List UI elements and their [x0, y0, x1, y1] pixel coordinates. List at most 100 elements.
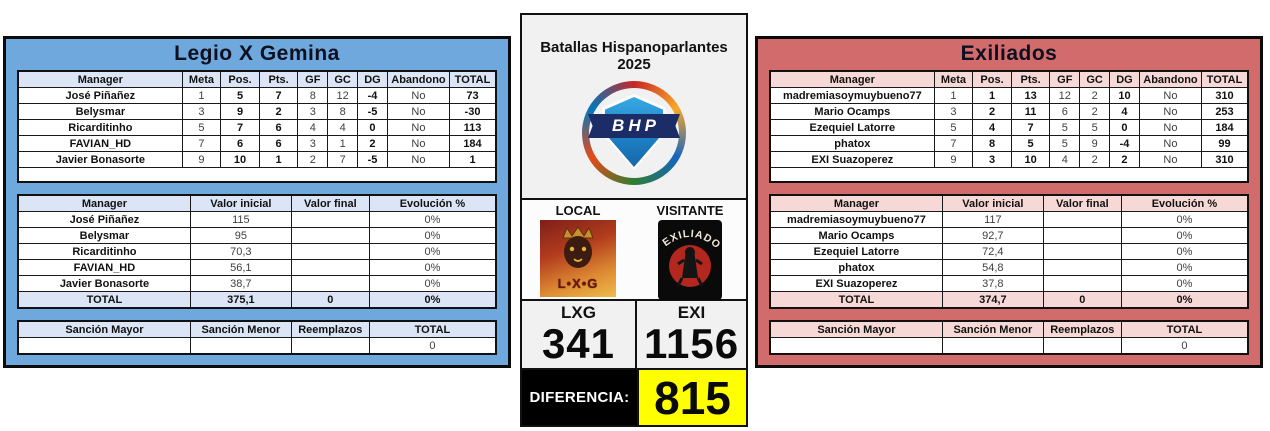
table-cell: 95 [189, 227, 292, 244]
table-cell: No [386, 135, 451, 152]
values-table-header: Manager Valor inicial Valor final Evolución… [17, 194, 497, 212]
table-cell [189, 337, 292, 355]
team-title: Exiliados [960, 42, 1058, 65]
table-cell [290, 243, 370, 260]
table-cell: 0% [1120, 227, 1249, 244]
values-table-body: madremiasoymuybueno77 117 0% Mario Ocamps 92… [769, 211, 1249, 292]
sanctions-table: Sanción Mayor Sanción Menor Reemplazos TOTA… [769, 320, 1249, 355]
table-cell: 72,4 [941, 243, 1044, 260]
table-cell: 12 [1049, 87, 1081, 104]
column-header: Abandono [386, 70, 451, 88]
table-cell: Ricarditinho [17, 119, 183, 136]
local-label: LOCAL [555, 203, 601, 218]
table-row: Manager Valor inicial Valor final Evolución… [17, 194, 497, 212]
table-cell: -4 [1109, 135, 1140, 152]
table-row: Ricarditinho 70,3 0% [17, 243, 497, 260]
table-cell: 9 [1079, 135, 1111, 152]
column-header: GF [297, 70, 329, 88]
table-cell: Ricarditinho [17, 243, 191, 260]
column-header: Manager [17, 194, 191, 212]
column-header: Manager [17, 70, 183, 88]
table-cell: 3 [181, 103, 222, 120]
column-header: TOTAL [1120, 320, 1249, 338]
table-cell: 2 [1079, 103, 1111, 120]
table-cell: phatox [769, 259, 943, 276]
table-cell: 2 [1109, 151, 1140, 168]
stats-table-header: Manager Meta Pos. Pts. GF GC DG Abandono TOTAL [769, 70, 1249, 88]
visitor-team-column: VISITANTE EXILIADOS [634, 203, 746, 300]
column-header: Pts. [258, 70, 299, 88]
table-cell: 10 [1010, 151, 1051, 168]
table-cell: 5 [933, 119, 974, 136]
stats-table-header: Manager Meta Pos. Pts. GF GC DG Abandono TOTAL [17, 70, 497, 88]
table-row: madremiasoymuybueno77 117 0% [769, 211, 1249, 228]
values-table-total: TOTAL 374,7 0 0% [769, 291, 1249, 309]
table-cell: No [1138, 135, 1203, 152]
table-cell [290, 337, 370, 355]
stats-table-footer [18, 167, 496, 183]
table-cell: 0% [368, 259, 497, 276]
table-cell: 8 [972, 135, 1012, 152]
table-cell: phatox [769, 135, 935, 152]
table-cell: 3 [933, 103, 974, 120]
table-cell: 1 [972, 87, 1012, 104]
column-header: Valor inicial [941, 194, 1044, 212]
visitor-label: VISITANTE [656, 203, 724, 218]
score-section: LXG 341 EXI 1156 [522, 299, 746, 368]
table-cell: 7 [933, 135, 974, 152]
table-cell [769, 337, 943, 355]
table-cell: 0% [1120, 243, 1249, 260]
column-header: Evolución % [1120, 194, 1249, 212]
table-cell [1042, 337, 1122, 355]
empty-cell [18, 167, 496, 183]
table-cell: 0% [1120, 275, 1249, 292]
table-row: Ezequiel Latorre 72,4 0% [769, 243, 1249, 260]
table-cell: 184 [449, 135, 497, 152]
visitor-team-code: EXI [677, 303, 706, 322]
table-cell: 2 [357, 135, 388, 152]
column-header: DG [357, 70, 388, 88]
table-cell: No [1138, 87, 1203, 104]
table-cell: 4 [972, 119, 1012, 136]
table-cell: 8 [297, 87, 329, 104]
empty-row [770, 167, 1248, 183]
table-cell: 2 [1079, 87, 1111, 104]
difference-label: DIFERENCIA: [522, 370, 637, 425]
difference-value: 815 [637, 370, 746, 425]
table-row: Javier Bonasorte 9 10 1 2 7 -5 No 1 [17, 151, 497, 168]
table-row: Manager Meta Pos. Pts. GF GC DG Abandono TOTAL [17, 70, 497, 88]
table-cell: EXI Suazoperez [769, 275, 943, 292]
table-cell: 37,8 [941, 275, 1044, 292]
values-table-body: José Piñañez 115 0% Belysmar 95 0% Ricarditinh… [17, 211, 497, 292]
table-cell: 92,7 [941, 227, 1044, 244]
table-cell: 113 [449, 119, 497, 136]
table-cell: 0% [368, 211, 497, 228]
table-cell: 0% [1120, 291, 1249, 309]
table-cell: Mario Ocamps [769, 227, 943, 244]
table-cell: 7 [258, 87, 299, 104]
table-cell: -5 [357, 103, 388, 120]
table-cell: 13 [1010, 87, 1051, 104]
table-cell: José Piñañez [17, 87, 183, 104]
table-cell: 2 [297, 151, 329, 168]
table-cell [1042, 259, 1122, 276]
column-header: Sanción Mayor [17, 320, 191, 338]
table-row: EXI Suazoperez 9 3 10 4 2 2 No 310 [769, 151, 1249, 168]
local-team-column: LOCAL L•X•G [522, 203, 634, 297]
table-cell: TOTAL [17, 291, 191, 309]
column-header: Valor final [1042, 194, 1122, 212]
sanctions-table: Sanción Mayor Sanción Menor Reemplazos TOTA… [17, 320, 497, 355]
table-cell: 184 [1201, 119, 1249, 136]
table-row: Belysmar 3 9 2 3 8 -5 No -30 [17, 103, 497, 120]
table-cell: 6 [258, 135, 299, 152]
table-cell: 1 [449, 151, 497, 168]
stats-table: Manager Meta Pos. Pts. GF GC DG Abandono TOTAL m… [769, 70, 1249, 183]
column-header: GC [1079, 70, 1111, 88]
table-row: FAVIAN_HD 56,1 0% [17, 259, 497, 276]
table-cell [290, 259, 370, 276]
table-cell: TOTAL [769, 291, 943, 309]
table-cell: 5 [1049, 119, 1081, 136]
table-row: TOTAL 375,1 0 0% [17, 291, 497, 309]
table-cell: 374,7 [941, 291, 1044, 309]
sanctions-table-body: 0 [769, 337, 1249, 355]
